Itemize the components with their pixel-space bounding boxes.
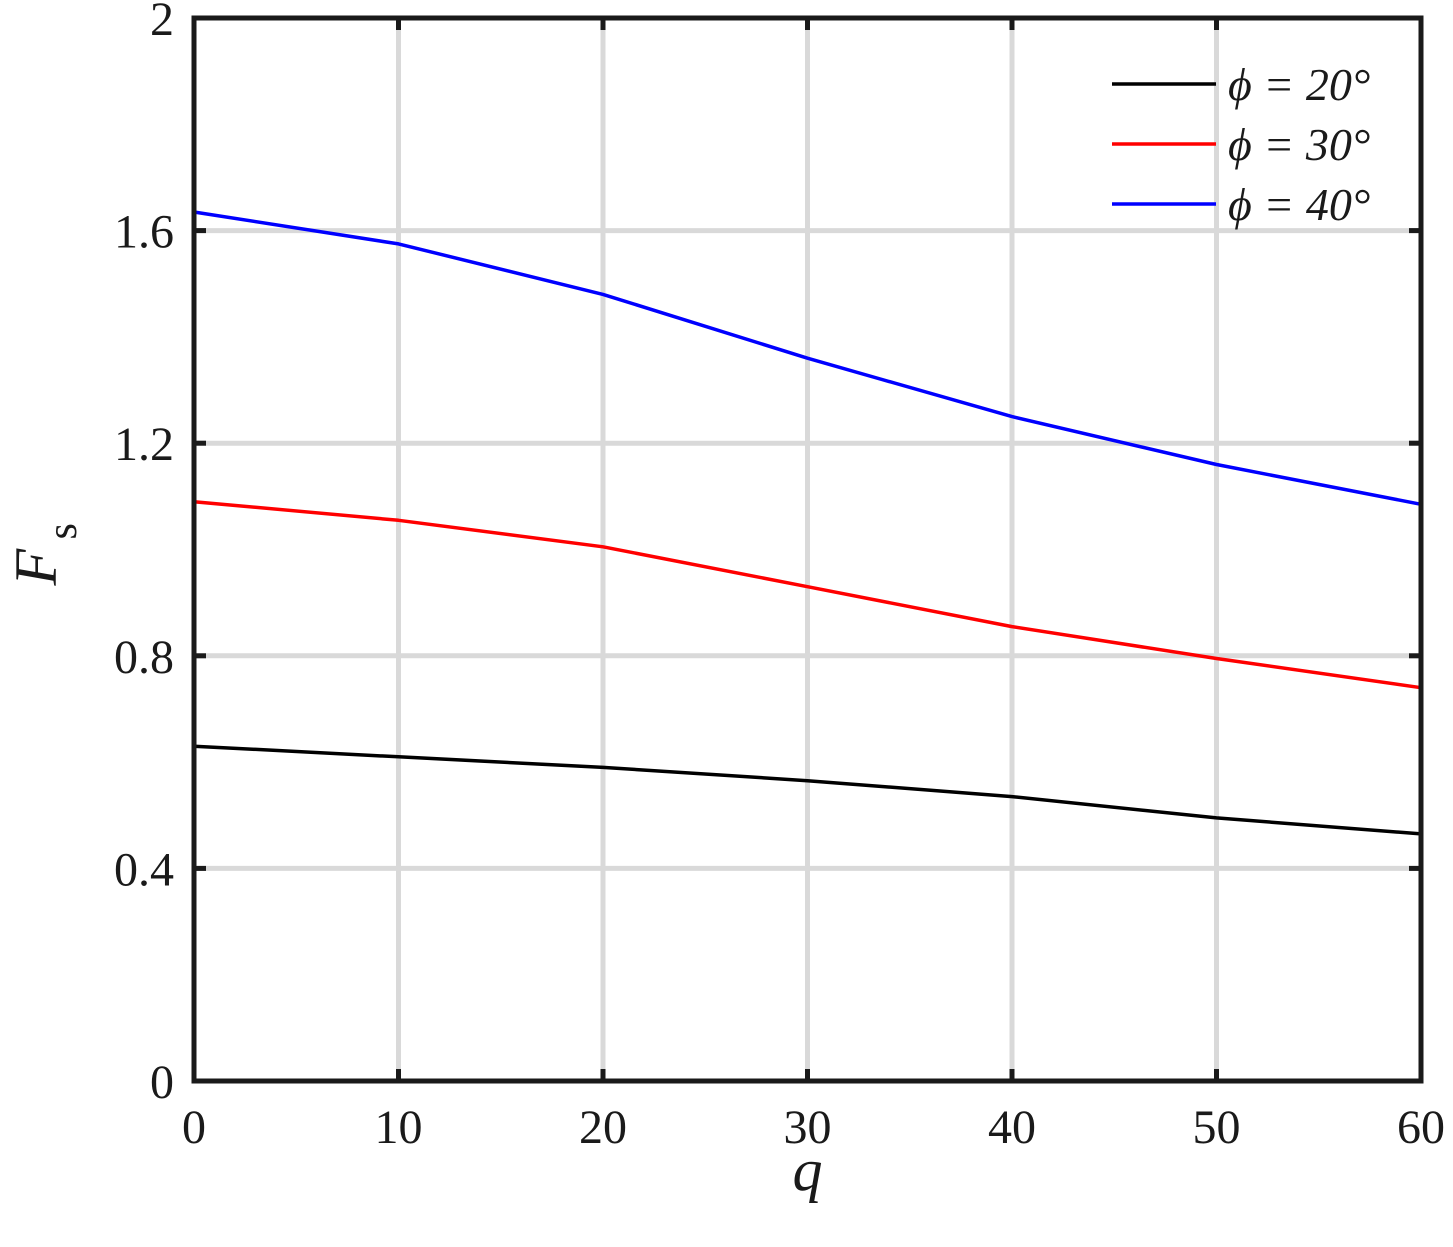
y-tick-label: 2 <box>150 0 174 46</box>
series-line <box>193 210 1422 507</box>
y-tick-labels: 0 0.4 0.8 1.2 1.6 2 <box>114 0 174 1109</box>
x-tick-label: 20 <box>579 1101 627 1154</box>
y-tick-label: 1.2 <box>114 418 174 471</box>
grid-lines <box>194 18 1421 1081</box>
y-axis-label-subscript: s <box>40 523 86 539</box>
y-tick-label: 1.6 <box>114 206 174 259</box>
x-tick-label: 10 <box>375 1101 423 1154</box>
legend-label: ϕ = 30° <box>1228 119 1370 170</box>
x-tick-label: 60 <box>1397 1101 1445 1154</box>
legend-label: ϕ = 40° <box>1228 179 1370 230</box>
x-axis-label: q <box>793 1137 823 1203</box>
series-line <box>193 499 1422 690</box>
x-tick-labels: 0 10 20 30 40 50 60 <box>182 1101 1445 1154</box>
x-tick-label: 30 <box>784 1101 832 1154</box>
x-tick-label: 40 <box>988 1101 1036 1154</box>
y-axis-label-main: F <box>3 548 69 587</box>
y-tick-label: 0.4 <box>114 843 174 896</box>
x-tick-label: 50 <box>1193 1101 1241 1154</box>
x-tick-label: 0 <box>182 1101 206 1154</box>
legend-label: ϕ = 20° <box>1228 59 1370 110</box>
y-tick-label: 0.8 <box>114 631 174 684</box>
y-tick-label: 0 <box>150 1056 174 1109</box>
y-axis-label: F s <box>3 523 86 586</box>
legend: ϕ = 20° ϕ = 30° ϕ = 40° <box>1112 59 1370 230</box>
axis-ticks <box>191 15 1424 1084</box>
series-line <box>193 744 1422 836</box>
series-lines <box>193 210 1422 836</box>
